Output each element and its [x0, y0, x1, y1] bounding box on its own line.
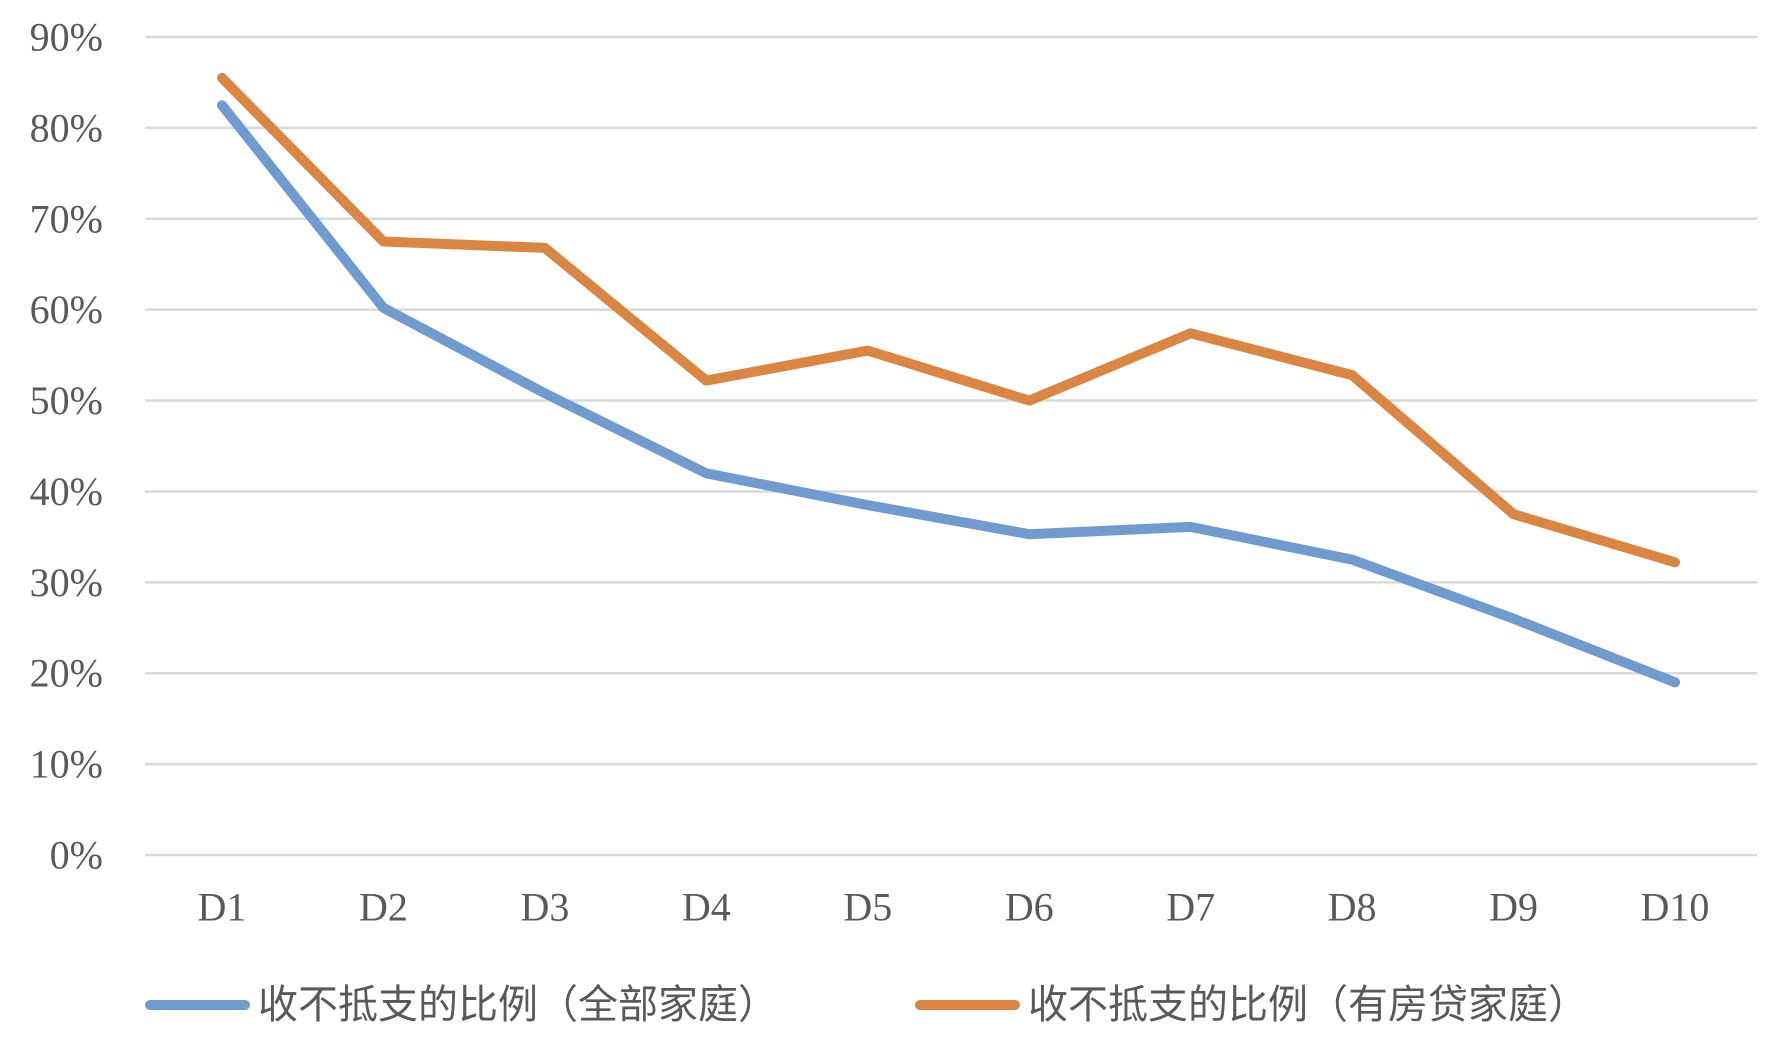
y-tick-label: 70%	[30, 196, 103, 241]
y-tick-label: 50%	[30, 378, 103, 423]
y-tick-label: 40%	[30, 469, 103, 514]
x-tick-label: D5	[843, 885, 892, 930]
series-line-2	[217, 72, 1680, 568]
series-1-point-D4	[701, 468, 711, 478]
x-tick-label: D9	[1489, 885, 1538, 930]
legend-label-2: 收不抵支的比例（有房贷家庭）	[1028, 982, 1588, 1028]
y-tick-label: 80%	[30, 105, 103, 150]
series-2-point-D5	[863, 346, 873, 356]
x-tick-label: D4	[682, 885, 731, 930]
series-1-point-D8	[1347, 555, 1357, 565]
series-2-point-D6	[1024, 396, 1034, 406]
x-tick-label: D1	[198, 885, 247, 930]
y-tick-label: 30%	[30, 560, 103, 605]
legend-label-1: 收不抵支的比例（全部家庭）	[258, 982, 778, 1028]
series-1-point-D9	[1509, 614, 1519, 624]
legend: 收不抵支的比例（全部家庭） 收不抵支的比例（有房贷家庭）	[145, 982, 1588, 1028]
y-axis-tick-labels: 0% 10% 20% 30% 40% 50% 60% 70% 80% 90%	[30, 15, 103, 878]
y-tick-label: 60%	[30, 287, 103, 332]
x-tick-label: D7	[1166, 885, 1215, 930]
y-tick-label: 90%	[30, 15, 103, 60]
series-2-point-D9	[1509, 509, 1519, 519]
series-2-point-D2	[378, 237, 388, 247]
y-tick-label: 10%	[30, 742, 103, 787]
series-2-point-D8	[1347, 370, 1357, 380]
series-1-point-D3	[540, 388, 550, 398]
series-2-point-D7	[1186, 328, 1196, 338]
x-axis-tick-labels: D1 D2 D3 D4 D5 D6 D7 D8 D9 D10	[198, 885, 1710, 930]
series-1-point-D10	[1670, 677, 1680, 687]
series-line-1	[217, 100, 1680, 688]
series-2-point-D10	[1670, 557, 1680, 567]
x-tick-label: D10	[1641, 885, 1710, 930]
y-tick-label: 20%	[30, 651, 103, 696]
series-lines	[217, 72, 1680, 688]
series-1-point-D1	[217, 100, 227, 110]
x-tick-label: D3	[520, 885, 569, 930]
series-1-point-D7	[1186, 522, 1196, 532]
series-2-point-D3	[540, 243, 550, 253]
gridlines	[145, 35, 1757, 857]
series-1-point-D5	[863, 500, 873, 510]
series-2-point-D4	[701, 376, 711, 386]
x-tick-label: D8	[1328, 885, 1377, 930]
series-1-point-D6	[1024, 529, 1034, 539]
series-2-point-D1	[217, 73, 227, 83]
x-tick-label: D6	[1005, 885, 1054, 930]
y-tick-label: 0%	[50, 833, 103, 878]
x-tick-label: D2	[359, 885, 408, 930]
series-1-point-D2	[378, 303, 388, 313]
